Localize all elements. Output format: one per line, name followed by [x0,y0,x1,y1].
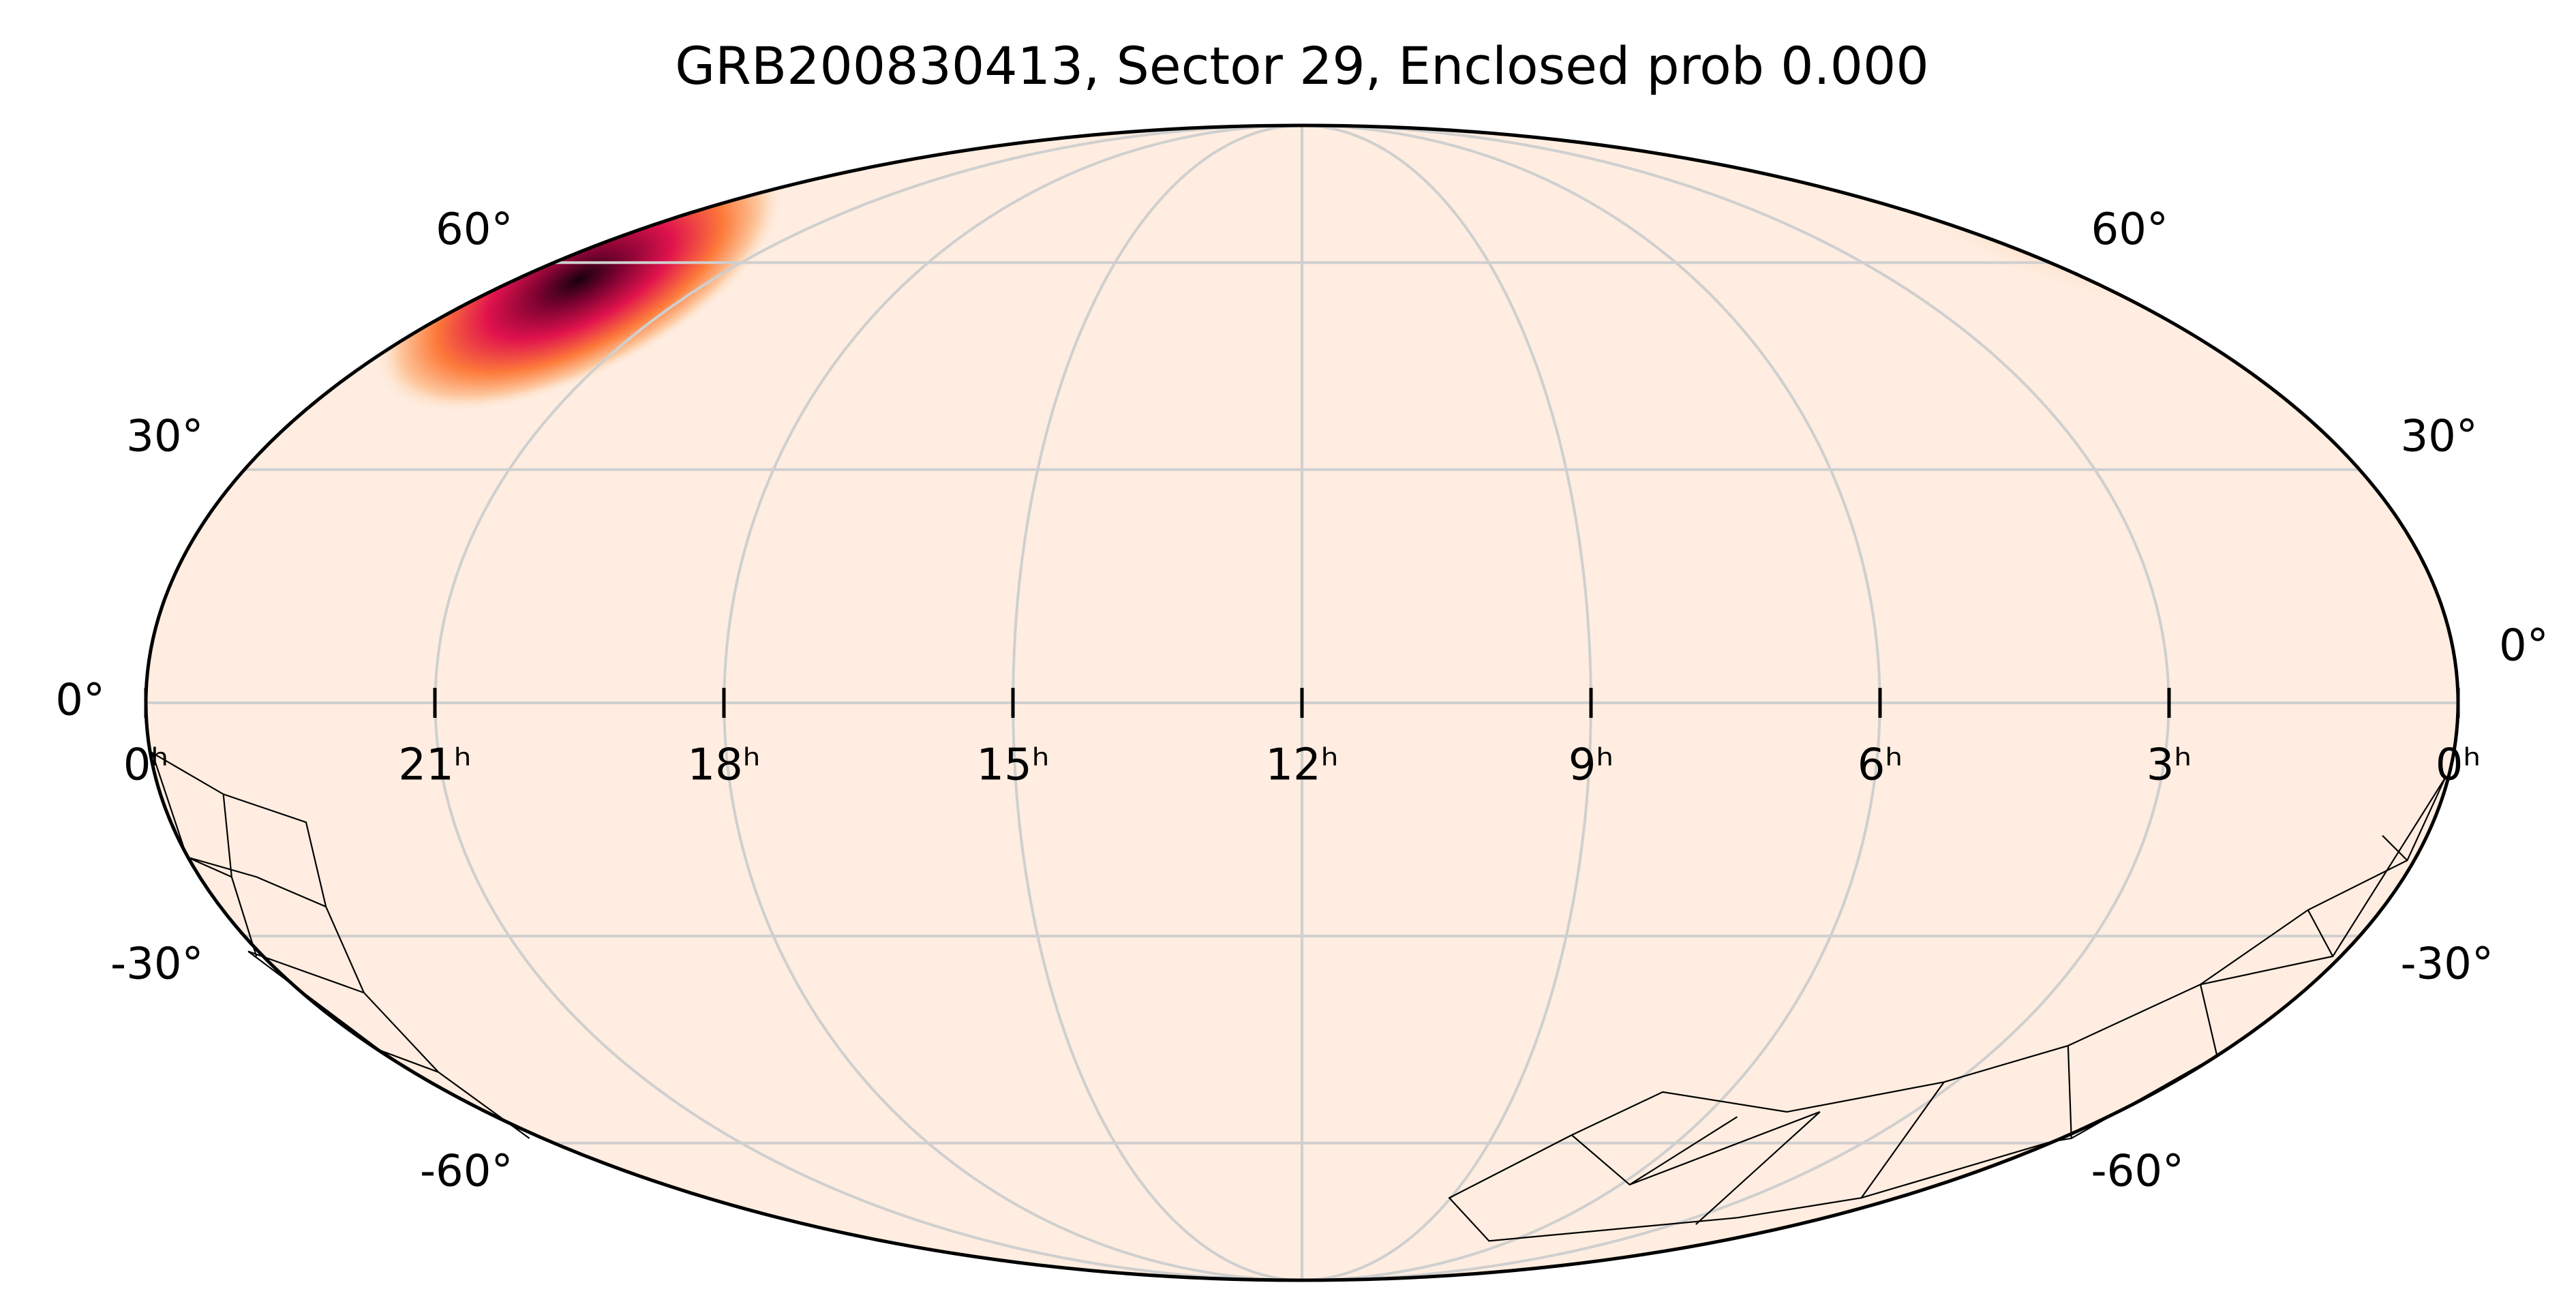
y-tick-label: 60° [436,205,513,255]
y-tick-label: 0° [2499,621,2549,671]
x-tick-label: 12ʰ [1265,740,1338,791]
x-tick-label: 9ʰ [1569,740,1614,791]
chart-title: GRB200830413, Sector 29, Enclosed prob 0… [675,35,1928,96]
x-tick-label: 18ʰ [687,740,760,791]
y-tick-label: 30° [126,411,203,462]
x-tick-label: 0ʰ [2436,740,2481,791]
y-tick-label: -60° [420,1146,513,1196]
y-tick-label: -60° [2091,1146,2185,1196]
y-tick-label: -30° [110,939,204,990]
y-tick-label: 60° [2091,205,2168,255]
x-tick-label: 21ʰ [398,740,471,791]
sector-footprints [151,751,2446,1242]
x-tick-label: 15ʰ [976,740,1049,791]
y-tick-label: 30° [2400,411,2477,462]
x-tick-label: 0ʰ [123,740,169,791]
x-tick-label: 3ʰ [2147,740,2192,791]
x-tick-label: 6ʰ [1858,740,1903,791]
y-tick-label: -30° [2400,939,2494,990]
y-tick-label: 0° [55,676,105,726]
